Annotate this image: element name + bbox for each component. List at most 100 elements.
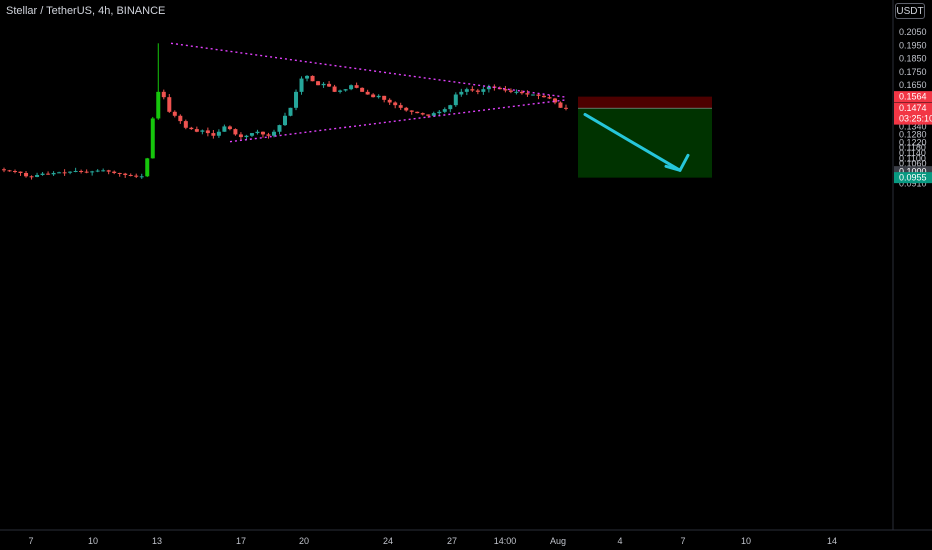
candle-body: [552, 98, 557, 103]
candle-body: [128, 174, 133, 176]
price-label-bg: [894, 91, 932, 103]
candle-body: [35, 174, 40, 177]
candle-body: [503, 89, 508, 91]
candle-body: [244, 135, 249, 138]
price-label: 0.1564: [899, 92, 927, 102]
candle-body: [305, 75, 310, 79]
candle-body: [387, 99, 392, 103]
candle-body: [139, 176, 144, 178]
candle-body: [167, 97, 172, 112]
bearish-arrow-shaft: [583, 112, 682, 172]
candle-body: [62, 172, 67, 174]
candle-body: [354, 85, 359, 88]
candle-body: [200, 130, 205, 132]
candle-body: [349, 85, 354, 90]
candle-body: [101, 170, 106, 172]
candle-body: [332, 86, 337, 92]
candle-body: [525, 93, 530, 95]
y-axis-tick-label: 0.1180: [899, 143, 926, 153]
candle-body: [233, 129, 238, 135]
candle-body: [73, 170, 78, 172]
candle-body: [558, 102, 563, 108]
candle-body: [205, 130, 210, 134]
candle-body: [216, 131, 221, 136]
take-profit-zone: [578, 108, 712, 178]
y-axis-tick-label: 0.2050: [899, 27, 927, 37]
candle-body: [84, 171, 89, 173]
candle-body: [536, 94, 541, 96]
x-axis-tick-label: 10: [741, 536, 751, 546]
candle-body: [426, 114, 431, 116]
candle-body: [564, 107, 568, 109]
candle-body: [486, 86, 491, 90]
y-axis-tick-label: 0.1280: [899, 129, 927, 139]
candle-body: [145, 158, 150, 177]
candle-body: [519, 91, 524, 94]
triangle-lower-trendline: [229, 99, 567, 143]
candle-body: [481, 89, 486, 92]
candle-body: [266, 134, 271, 136]
stop-loss-zone: [578, 96, 712, 109]
price-label: 0.0955: [899, 173, 927, 183]
candle-body: [321, 83, 326, 86]
candle-body: [271, 131, 276, 136]
candle-body: [514, 91, 519, 93]
y-axis-tick-label: 0.1340: [899, 121, 927, 131]
candle-body: [68, 171, 73, 173]
candle-body: [541, 95, 546, 98]
candle-body: [382, 95, 387, 100]
y-axis-tick-label: 0.1060: [899, 159, 927, 169]
candle-body: [227, 126, 232, 130]
candle-body: [7, 170, 12, 172]
y-axis-tick-label: 0.0910: [899, 179, 927, 189]
candle-body: [371, 94, 376, 98]
x-axis-tick-label: 27: [447, 536, 457, 546]
candle-body: [79, 170, 84, 172]
candle-body: [29, 176, 34, 178]
bearish-arrow-head: [664, 153, 690, 172]
candle-body: [294, 91, 299, 108]
currency-button[interactable]: USDT: [895, 3, 925, 19]
candle-body: [343, 89, 348, 91]
x-axis-tick-label: 7: [28, 536, 33, 546]
candle-body: [420, 113, 425, 115]
candle-body: [530, 94, 535, 96]
candle-body: [376, 95, 381, 98]
y-axis-tick-label: 0.1650: [899, 80, 927, 90]
candle-body: [189, 127, 194, 130]
candle-body: [453, 94, 458, 106]
price-label: 0.1000: [899, 167, 927, 177]
symbol-title: Stellar / TetherUS, 4h, BINANCE: [6, 5, 166, 17]
x-axis-tick-label: 20: [299, 536, 309, 546]
y-axis-tick-label: 0.1140: [899, 148, 926, 158]
y-axis-tick-label: 0.1100: [899, 153, 926, 163]
candle-body: [95, 170, 100, 172]
y-axis-tick-label: 0.1220: [899, 137, 927, 147]
candle-body: [464, 89, 469, 92]
candle-body: [161, 91, 166, 98]
x-axis-tick-label: 14: [827, 536, 837, 546]
y-axis-tick-label: 0.1950: [899, 40, 927, 50]
candle-body: [442, 109, 447, 112]
candle-body: [117, 172, 122, 174]
candle-body: [183, 121, 188, 128]
candle-body: [415, 111, 420, 114]
candle-body: [360, 87, 365, 92]
candle-body: [46, 173, 51, 175]
x-axis-tick-label: 17: [236, 536, 246, 546]
x-axis-tick-label: 7: [680, 536, 685, 546]
x-axis-tick-label: Aug: [550, 536, 566, 546]
candle-body: [404, 107, 409, 111]
candle-body: [475, 90, 480, 92]
candle-body: [51, 172, 56, 175]
candle-body: [134, 175, 139, 177]
candle-body: [277, 125, 282, 132]
candle-body: [365, 91, 370, 95]
candle-body: [288, 107, 293, 116]
candle-body: [106, 170, 111, 172]
y-axis-tick-label: 0.1750: [899, 67, 927, 77]
x-axis-tick-label: 4: [617, 536, 622, 546]
candle-body: [249, 133, 254, 136]
candle-body: [398, 105, 403, 108]
